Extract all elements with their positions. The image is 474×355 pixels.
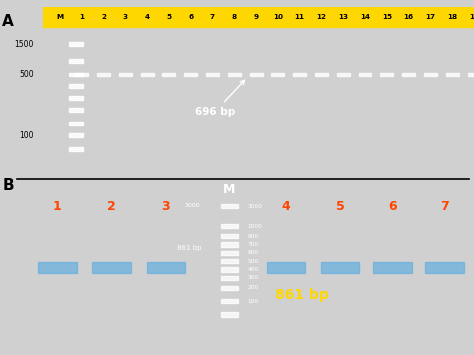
Bar [221,286,238,290]
Text: A: A [2,14,14,29]
Text: M: M [56,14,64,20]
Bar [467,73,474,76]
Bar [97,73,110,76]
Bar [69,59,83,63]
Text: 8: 8 [232,14,237,20]
Bar [69,108,83,112]
Text: 1: 1 [79,14,84,20]
Bar [293,73,306,76]
Text: 500: 500 [19,70,34,79]
Text: 3000: 3000 [184,203,200,208]
Bar [43,7,474,27]
Bar [206,73,219,76]
Text: 14: 14 [360,14,370,20]
Text: 6: 6 [388,200,397,213]
Bar [163,73,175,76]
Text: 3: 3 [162,200,170,213]
Text: 800: 800 [247,234,259,239]
Bar [272,73,284,76]
Bar [221,242,238,246]
Bar [69,96,83,100]
Text: 400: 400 [247,267,259,272]
Text: 16: 16 [403,14,414,20]
Bar [69,147,83,151]
Bar [221,312,238,317]
Text: 18: 18 [447,14,457,20]
Bar [69,133,83,137]
Text: 2: 2 [107,200,116,213]
Text: 600: 600 [247,250,259,255]
Bar [221,204,238,208]
Bar [267,262,305,273]
Text: 3: 3 [123,14,128,20]
Bar [69,73,83,76]
Text: 4: 4 [282,200,290,213]
Bar [221,276,238,280]
Text: 1: 1 [53,200,62,213]
Bar [228,73,241,76]
Bar [221,259,238,263]
Bar [184,73,197,76]
Text: 11: 11 [295,14,305,20]
Bar [446,73,459,76]
Bar [221,267,238,272]
Text: 9: 9 [254,14,259,20]
Text: 700: 700 [247,242,259,247]
Text: 861 bp: 861 bp [177,245,202,251]
Text: 2: 2 [101,14,106,20]
Bar [337,73,350,76]
Bar [69,84,83,88]
Text: 1000: 1000 [247,224,262,229]
Bar [147,262,185,273]
Bar [75,73,88,76]
Text: 13: 13 [338,14,348,20]
Text: 5: 5 [336,200,345,213]
Text: 17: 17 [425,14,436,20]
Bar [69,42,83,46]
Text: M: M [223,183,236,196]
Bar [402,73,415,76]
Text: B: B [2,178,14,192]
Bar [221,224,238,228]
Bar [425,262,464,273]
Bar [373,262,411,273]
Text: 100: 100 [19,131,34,140]
Bar [119,73,132,76]
Bar [380,73,393,76]
Text: 12: 12 [317,14,327,20]
Text: 861 bp: 861 bp [275,288,328,301]
Text: 5: 5 [166,14,172,20]
Text: 696 bp: 696 bp [195,80,245,117]
Bar [221,299,238,303]
Bar [358,73,372,76]
Bar [221,234,238,238]
Text: 7: 7 [210,14,215,20]
Text: 15: 15 [382,14,392,20]
Bar [141,73,154,76]
Text: 3000: 3000 [247,203,263,209]
Text: 6: 6 [188,14,193,20]
Text: 7: 7 [440,200,449,213]
Text: 500: 500 [247,259,259,264]
Bar [321,262,359,273]
Bar [221,251,238,255]
Text: 1500: 1500 [15,40,34,49]
Text: 10: 10 [273,14,283,20]
Text: 19: 19 [469,14,474,20]
Bar [424,73,437,76]
Bar [92,262,131,273]
Text: 4: 4 [145,14,150,20]
Bar [315,73,328,76]
Text: 300: 300 [247,275,259,280]
Bar [250,73,263,76]
Bar [69,122,83,125]
Text: 200: 200 [247,285,259,290]
Bar [38,262,77,273]
Text: 100: 100 [247,299,259,304]
